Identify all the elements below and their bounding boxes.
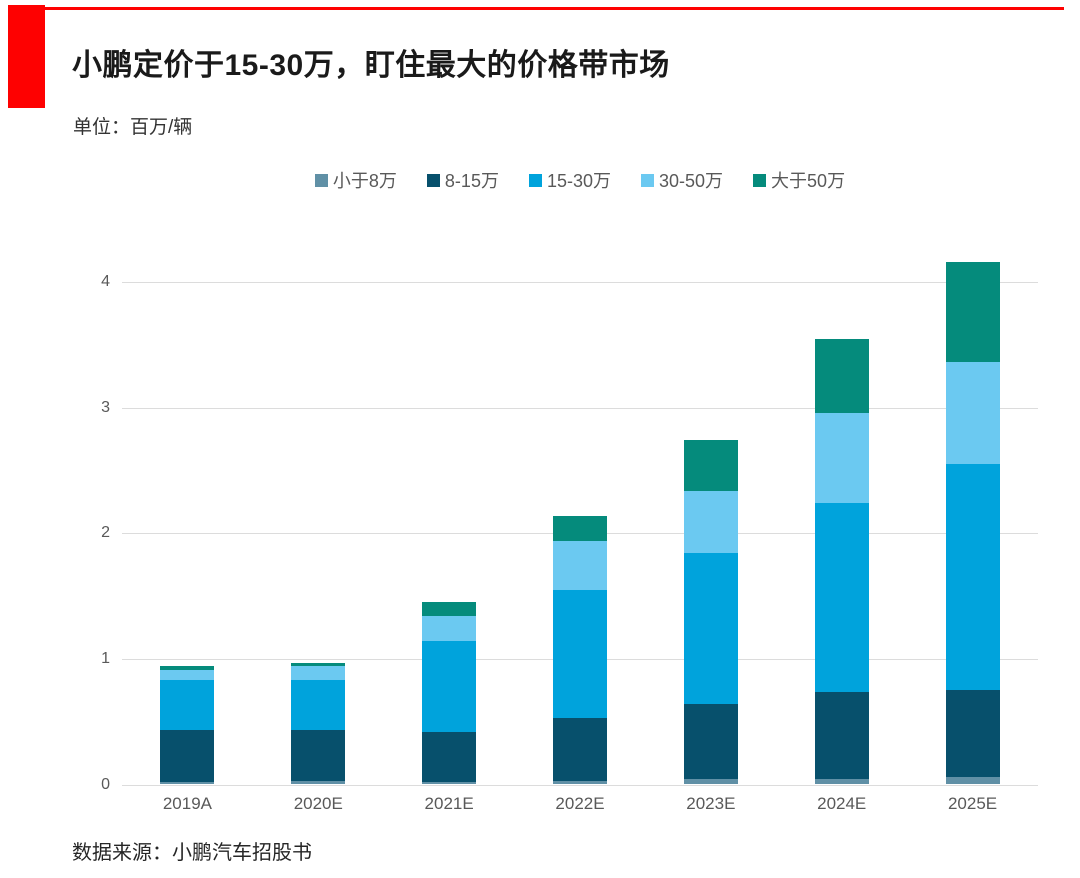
x-axis-label-2019A: 2019A: [162, 794, 212, 813]
legend-label: 大于50万: [771, 171, 846, 191]
legend-swatch: [641, 173, 654, 187]
bar-segment-2023E-15-30万: [683, 553, 738, 705]
bar-segment-2025E-15-30万: [945, 464, 1000, 691]
bar-segment-2023E-8-15万: [683, 704, 738, 780]
x-axis-label-2021E: 2021E: [424, 794, 474, 813]
bar-segment-2019A-大于50万: [160, 666, 215, 671]
bar-segment-2021E-8-15万: [422, 731, 477, 782]
legend-label: 8-15万: [444, 171, 499, 191]
bar-segment-2019A-15-30万: [160, 680, 215, 731]
bar-segment-2025E-小于8万: [945, 776, 1000, 785]
accent-red-block: [8, 5, 45, 108]
bar-segment-2021E-小于8万: [422, 781, 477, 785]
bar-segment-2023E-大于50万: [683, 440, 738, 491]
gridline-y4: [122, 282, 1038, 284]
bar-segment-2024E-大于50万: [814, 338, 869, 413]
y-axis-tick-label: 0: [101, 775, 110, 793]
y-axis-tick-label: 2: [101, 524, 110, 542]
bar-segment-2023E-30-50万: [683, 490, 738, 554]
bar-segment-2020E-30-50万: [291, 666, 346, 681]
x-axis-label-2023E: 2023E: [686, 794, 736, 813]
legend-label: 15-30万: [546, 171, 611, 191]
bar-segment-2020E-大于50万: [291, 662, 346, 667]
bar-segment-2020E-8-15万: [291, 730, 346, 781]
x-axis-label-2024E: 2024E: [817, 794, 867, 813]
legend-swatch: [528, 173, 542, 187]
bar-segment-2019A-30-50万: [160, 670, 215, 681]
bar-segment-2025E-30-50万: [945, 362, 1000, 465]
bar-segment-2019A-8-15万: [160, 730, 215, 782]
bar-segment-2024E-30-50万: [814, 412, 869, 504]
unit-label: 单位：百万/辆: [73, 117, 193, 138]
gridline-y3: [122, 407, 1038, 409]
bar-segment-2019A-小于8万: [160, 781, 215, 785]
y-axis-tick-label: 1: [101, 649, 110, 667]
page-title: 小鹏定价于15-30万，盯住最大的价格带市场: [72, 49, 670, 82]
accent-top-line: [10, 7, 1064, 10]
bar-segment-2022E-15-30万: [553, 589, 607, 718]
bar-segment-2021E-15-30万: [422, 641, 477, 732]
bar-segment-2022E-30-50万: [553, 540, 607, 590]
bar-segment-2024E-15-30万: [814, 503, 869, 692]
bar-segment-2021E-大于50万: [422, 602, 477, 617]
x-axis-label-2025E: 2025E: [947, 794, 998, 813]
bar-segment-2022E-大于50万: [553, 515, 607, 541]
y-axis-tick-label: 4: [101, 273, 110, 291]
bar-segment-2020E-小于8万: [291, 780, 346, 785]
bar-segment-2022E-8-15万: [553, 717, 607, 781]
bar-segment-2020E-15-30万: [291, 680, 346, 731]
x-axis-label-2020E: 2020E: [293, 794, 343, 813]
source-note: 数据来源：小鹏汽车招股书: [72, 842, 312, 864]
bar-segment-2025E-8-15万: [945, 690, 1000, 777]
y-axis-tick-label: 3: [101, 398, 110, 416]
bar-segment-2024E-8-15万: [814, 691, 869, 780]
legend-swatch: [426, 173, 440, 187]
legend-label: 30-50万: [659, 171, 724, 191]
legend-item-8-15万: 8-15万: [426, 167, 499, 193]
legend-label: 小于8万: [332, 171, 397, 191]
legend-swatch: [753, 173, 767, 187]
legend-swatch: [314, 173, 328, 187]
legend-item-30-50万: 30-50万: [641, 167, 723, 193]
legend-item-小于8万: 小于8万: [314, 167, 397, 193]
bar-segment-2024E-小于8万: [814, 779, 869, 785]
legend: 小于8万 8-15万 15-30万 30-50万 大于50万: [120, 165, 1040, 195]
bar-segment-2022E-小于8万: [553, 780, 607, 785]
x-axis-line: [122, 784, 1038, 786]
legend-item-15-30万: 15-30万: [528, 167, 611, 193]
bar-segment-2025E-大于50万: [945, 262, 1000, 363]
legend-item-大于50万: 大于50万: [753, 167, 845, 193]
bar-segment-2023E-小于8万: [683, 779, 738, 785]
x-axis-label-2022E: 2022E: [555, 794, 605, 813]
bar-segment-2021E-30-50万: [422, 616, 477, 642]
